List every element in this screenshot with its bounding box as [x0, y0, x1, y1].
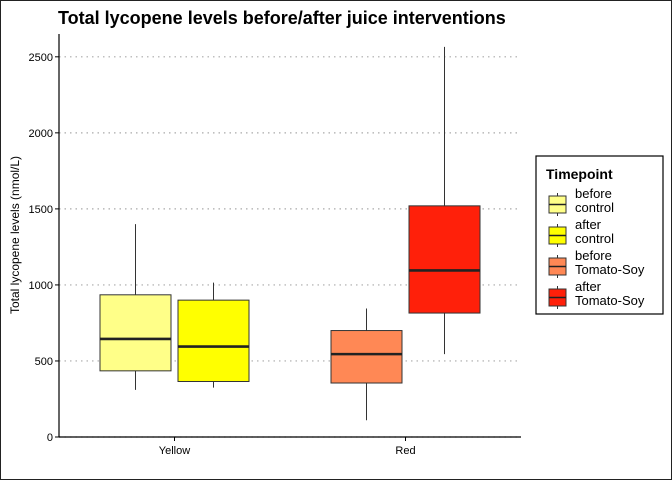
box-layer	[99, 46, 481, 421]
box-rect	[330, 330, 403, 384]
legend-label-line1: after	[575, 217, 602, 232]
legend-label-line2: Tomato-Soy	[575, 293, 645, 308]
box-2	[330, 308, 403, 421]
y-tick-label: 0	[47, 432, 53, 444]
box-1	[177, 282, 250, 388]
y-axis-label: Total lycopene levels (nmol/L)	[8, 156, 22, 314]
legend-label-line2: Tomato-Soy	[575, 262, 645, 277]
axes: 0 500 1000 1500 2000 2500 Yellow Red	[29, 34, 521, 457]
box-3	[408, 46, 481, 355]
legend-label-line1: after	[575, 279, 602, 294]
legend-label-line1: before	[575, 248, 612, 263]
legend-label-line2: control	[575, 200, 614, 215]
y-tick-label: 1500	[29, 204, 53, 216]
box-rect	[408, 205, 481, 314]
y-tick-label: 2500	[29, 52, 53, 64]
box-0	[99, 224, 172, 390]
box-rect	[177, 299, 250, 382]
legend-label-line1: before	[575, 186, 612, 201]
y-tick-label: 500	[35, 356, 53, 368]
legend-title: Timepoint	[546, 166, 613, 182]
legend-label-line2: control	[575, 231, 614, 246]
x-tick-label: Red	[395, 445, 415, 457]
chart-title: Total lycopene levels before/after juice…	[58, 8, 506, 28]
box-rect	[99, 294, 172, 372]
x-tick-label: Yellow	[159, 445, 190, 457]
y-tick-label: 1000	[29, 280, 53, 292]
legend: Timepointbeforecontrolaftercontrolbefore…	[535, 155, 664, 315]
y-tick-label: 2000	[29, 128, 53, 140]
